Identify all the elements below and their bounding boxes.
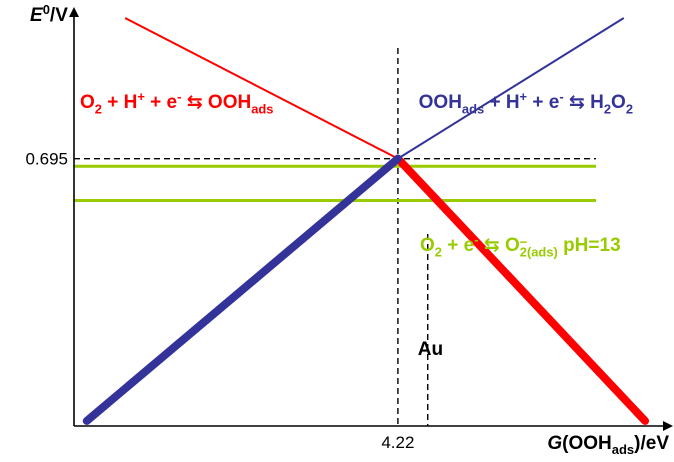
labels: 4.22 0.695 E0/V G(OOHads)/eV O2 + H+ + e- ⇆ … xyxy=(25,2,669,457)
blue-series-segment-1 xyxy=(82,154,402,425)
blue-series-segment-2 xyxy=(397,17,625,160)
au-label: Au xyxy=(418,339,443,360)
green-label-overmark: − xyxy=(520,234,528,249)
y-axis-label: E0/V xyxy=(30,2,68,26)
red-series-segment-1 xyxy=(124,17,399,160)
blue-series-label: OOHads + H+ + e- ⇆ H2O2 xyxy=(419,89,633,117)
x-tick-label-4.22: 4.22 xyxy=(381,433,414,452)
series-lines xyxy=(82,17,650,425)
red-series-label: O2 + H+ + e- ⇆ OOHads xyxy=(80,89,273,117)
axes xyxy=(69,7,673,431)
red-series-segment-2 xyxy=(393,154,650,425)
green-lines xyxy=(74,164,596,202)
x-axis-label: G(OOHads)/eV xyxy=(547,433,669,457)
green-series-label: O2 + e- ⇆ O2(ads) pH=13 xyxy=(420,232,621,260)
y-tick-label-0.695: 0.695 xyxy=(25,150,68,169)
reference-lines xyxy=(74,48,596,426)
